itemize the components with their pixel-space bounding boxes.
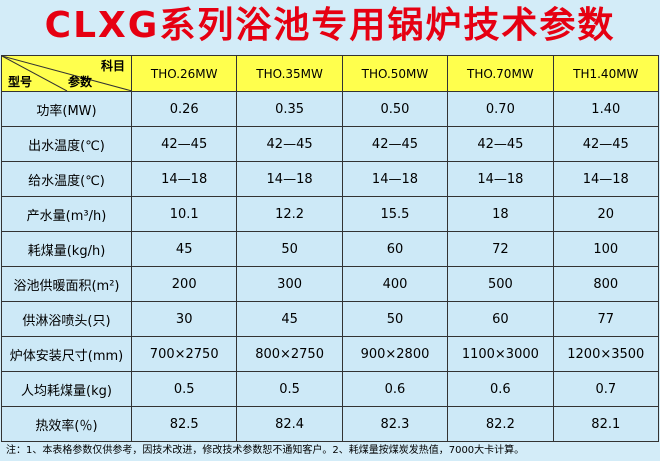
row-label: 热效率(％) <box>1 406 132 442</box>
table-row: 供淋浴喷头(只) 30 45 50 60 77 <box>1 301 660 337</box>
cell: 0.70 <box>447 91 554 127</box>
row-label: 炉体安装尺寸(mm) <box>1 336 132 372</box>
cell: 30 <box>130 301 238 337</box>
cell: 42—45 <box>552 126 660 162</box>
title: CLXG系列浴池专用锅炉技术参数 <box>44 5 616 46</box>
row-label: 出水温度(℃) <box>1 126 132 162</box>
column-header: THO.50MW <box>341 55 449 92</box>
cell: 10.1 <box>130 196 238 232</box>
cell: 15.5 <box>341 196 449 232</box>
table-row: 产水量(m³/h) 10.1 12.2 15.5 18 20 <box>1 196 660 232</box>
cell: 800 <box>552 266 660 302</box>
row-label: 给水温度(℃) <box>1 161 132 197</box>
table-row: 人均耗煤量(kg) 0.5 0.5 0.6 0.6 0.7 <box>1 371 660 407</box>
cell: 14—18 <box>552 161 660 197</box>
footnote: 注：1、本表格参数仅供参考，因技术改进，修改技术参数恕不通知客户。2、耗煤量按煤… <box>6 445 525 456</box>
cell: 20 <box>552 196 660 232</box>
table-row: 热效率(％) 82.5 82.4 82.3 82.2 82.1 <box>1 406 660 442</box>
corner-cell: 科目型号 参数 <box>1 55 132 92</box>
cell: 14—18 <box>341 161 449 197</box>
cell: 0.5 <box>236 371 343 407</box>
cell: 50 <box>236 231 343 267</box>
row-label: 人均耗煤量(kg) <box>1 371 132 407</box>
cell: 14—18 <box>447 161 554 197</box>
table-row: 炉体安装尺寸(mm) 700×2750 800×2750 900×2800 1100×3… <box>1 336 660 372</box>
column-header: TH1.40MW <box>552 55 660 92</box>
cell: 14—18 <box>236 161 343 197</box>
cell: 42—45 <box>447 126 554 162</box>
cell: 1.40 <box>552 91 660 127</box>
cell: 500 <box>447 266 554 302</box>
cell: 300 <box>236 266 343 302</box>
cell: 0.35 <box>236 91 343 127</box>
cell: 82.2 <box>447 406 554 442</box>
cell: 82.5 <box>130 406 238 442</box>
cell: 0.6 <box>341 371 449 407</box>
cell: 50 <box>341 301 449 337</box>
row-label: 产水量(m³/h) <box>1 196 132 232</box>
row-label: 浴池供暖面积(m²) <box>1 266 132 302</box>
cell: 100 <box>552 231 660 267</box>
cell: 0.26 <box>130 91 238 127</box>
table-row: 浴池供暖面积(m²) 200 300 400 500 800 <box>1 266 660 302</box>
cell: 400 <box>341 266 449 302</box>
spec-table: 科目型号 参数 THO.26MW THO.35MW THO.50MW THO.70MW TH… <box>1 55 660 442</box>
cell: 42—45 <box>130 126 238 162</box>
cell: 900×2800 <box>341 336 449 372</box>
cell: 0.5 <box>130 371 238 407</box>
cell: 77 <box>552 301 660 337</box>
corner-subject: 科目 <box>100 59 125 73</box>
cell: 1100×3000 <box>447 336 554 372</box>
row-label: 供淋浴喷头(只) <box>1 301 132 337</box>
cell: 82.3 <box>341 406 449 442</box>
cell: 45 <box>130 231 238 267</box>
cell: 42—45 <box>236 126 343 162</box>
column-header: THO.70MW <box>447 55 554 92</box>
row-label: 功率(MW) <box>1 91 132 127</box>
cell: 60 <box>447 301 554 337</box>
cell: 14—18 <box>130 161 238 197</box>
cell: 82.4 <box>236 406 343 442</box>
table-row: 耗煤量(kg/h) 45 50 60 72 100 <box>1 231 660 267</box>
column-header: THO.26MW <box>130 55 238 92</box>
cell: 72 <box>447 231 554 267</box>
cell: 42—45 <box>341 126 449 162</box>
cell: 60 <box>341 231 449 267</box>
corner-diagonal <box>2 56 132 91</box>
cell: 0.7 <box>552 371 660 407</box>
cell: 700×2750 <box>130 336 238 372</box>
cell: 45 <box>236 301 343 337</box>
row-label: 耗煤量(kg/h) <box>1 231 132 267</box>
corner-param: 参数 <box>68 75 93 89</box>
header-row: 科目型号 参数 THO.26MW THO.35MW THO.50MW THO.70MW TH… <box>1 55 660 92</box>
cell: 12.2 <box>236 196 343 232</box>
column-header: THO.35MW <box>236 55 343 92</box>
cell: 200 <box>130 266 238 302</box>
table-row: 给水温度(℃) 14—18 14—18 14—18 14—18 14—18 <box>1 161 660 197</box>
cell: 1200×3500 <box>552 336 660 372</box>
table-row: 功率(MW) 0.26 0.35 0.50 0.70 1.40 <box>1 91 660 127</box>
cell: 18 <box>447 196 554 232</box>
cell: 0.50 <box>341 91 449 127</box>
table-row: 出水温度(℃) 42—45 42—45 42—45 42—45 42—45 <box>1 126 660 162</box>
cell: 0.6 <box>447 371 554 407</box>
cell: 82.1 <box>552 406 660 442</box>
corner-model: 型号 <box>8 75 33 89</box>
cell: 800×2750 <box>236 336 343 372</box>
